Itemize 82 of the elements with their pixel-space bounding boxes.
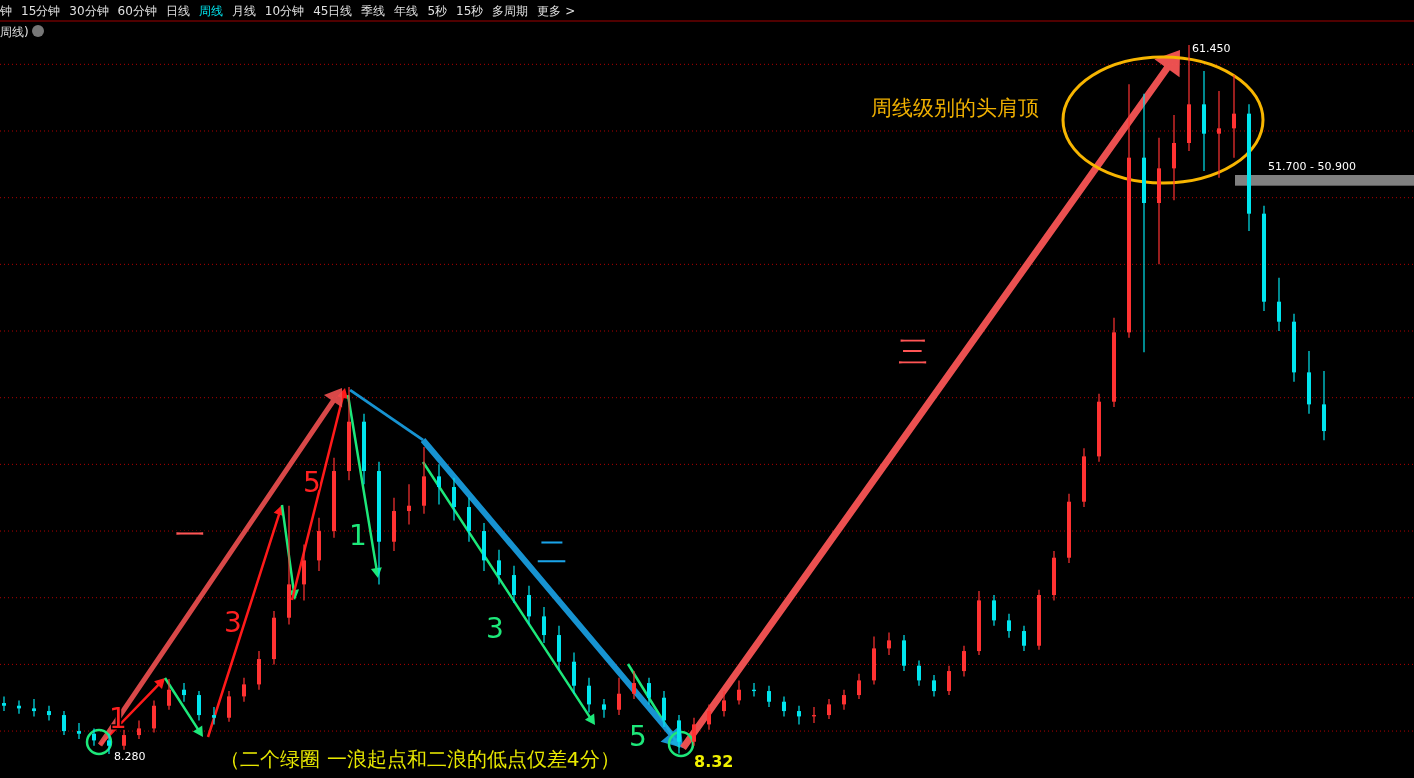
candlestick [692,717,696,747]
candlestick [182,682,186,703]
annotation: 8.280 [114,750,146,763]
text: 5秒 [427,4,448,18]
candlestick [137,719,141,740]
candlestick [437,463,441,505]
text: 15分钟 [21,4,61,18]
candlestick [647,677,651,705]
text: 钟 [0,4,12,18]
candlestick [782,695,786,717]
candlestick [302,543,306,601]
candlestick [737,679,741,705]
text: 30分钟 [69,4,109,18]
text: 季线 [361,4,386,18]
text: 日线 [165,4,190,18]
candlestick [767,685,771,708]
candlestick [587,677,591,713]
candlestick [497,549,501,585]
candlestick [32,698,36,717]
annotation: 5 [303,466,321,499]
candlestick [887,631,891,656]
candlestick [1022,625,1026,652]
candlestick [47,705,51,721]
text: 10分钟 [264,4,305,18]
candlestick [197,690,201,721]
annotation: 61.450 [1192,42,1231,55]
candlestick [122,729,126,751]
text: 月线 [231,4,256,18]
annotation: 5 [629,720,647,753]
annotation: 3 [224,606,242,639]
text: 15秒 [456,4,484,18]
annotation: 一 [175,517,205,552]
candlestick [677,714,681,755]
candlestick [572,651,576,695]
candlestick [62,710,66,736]
candlestick [707,703,711,731]
text: 周线) [0,25,29,39]
annotation: 8.32 [694,752,734,771]
candlestick [827,698,831,720]
candlestick [602,698,606,719]
candlestick [857,673,861,700]
candlestick [452,477,456,521]
text: 多周期 [492,4,529,18]
text: 60分钟 [117,4,157,18]
candlestick [1277,277,1281,332]
annotation: 3 [486,612,504,645]
candlestick [797,705,801,725]
candlestick [527,585,531,625]
candlestick [947,665,951,696]
text: 更多 > [537,4,576,18]
candlestick [722,690,726,717]
annotation: 二 [537,534,567,569]
candlestick [632,670,636,700]
candlestick [1217,90,1221,179]
annotation: 周线级别的头肩顶 [871,96,1039,120]
candlestick [962,645,966,677]
candlestick [1007,613,1011,639]
candlestick [167,678,171,711]
candlestick [992,594,996,627]
candlestick [1232,74,1236,159]
candlestick [932,674,936,697]
text: 年线 [394,4,419,18]
annotation: 三 [898,334,928,369]
text: 45日线 [313,4,353,18]
text: 周线 [198,4,223,18]
candlestick [107,733,111,755]
annotation: 1 [349,519,367,552]
candlestick [662,690,666,728]
band-label: 51.700 - 50.900 [1268,160,1356,174]
candlestick [152,699,156,733]
candlestick [542,606,546,644]
candlestick [917,659,921,687]
candlestick [842,689,846,711]
annotation: （二个绿圈 一浪起点和二浪的低点仅差4分） [220,747,620,771]
candlestick [407,483,411,525]
candlestick [227,690,231,723]
candlestick [512,565,516,604]
candlestick [212,706,216,725]
candlestick [242,677,246,703]
candlestick [2,695,6,712]
candlestick [617,677,621,716]
candlestick [77,722,81,740]
